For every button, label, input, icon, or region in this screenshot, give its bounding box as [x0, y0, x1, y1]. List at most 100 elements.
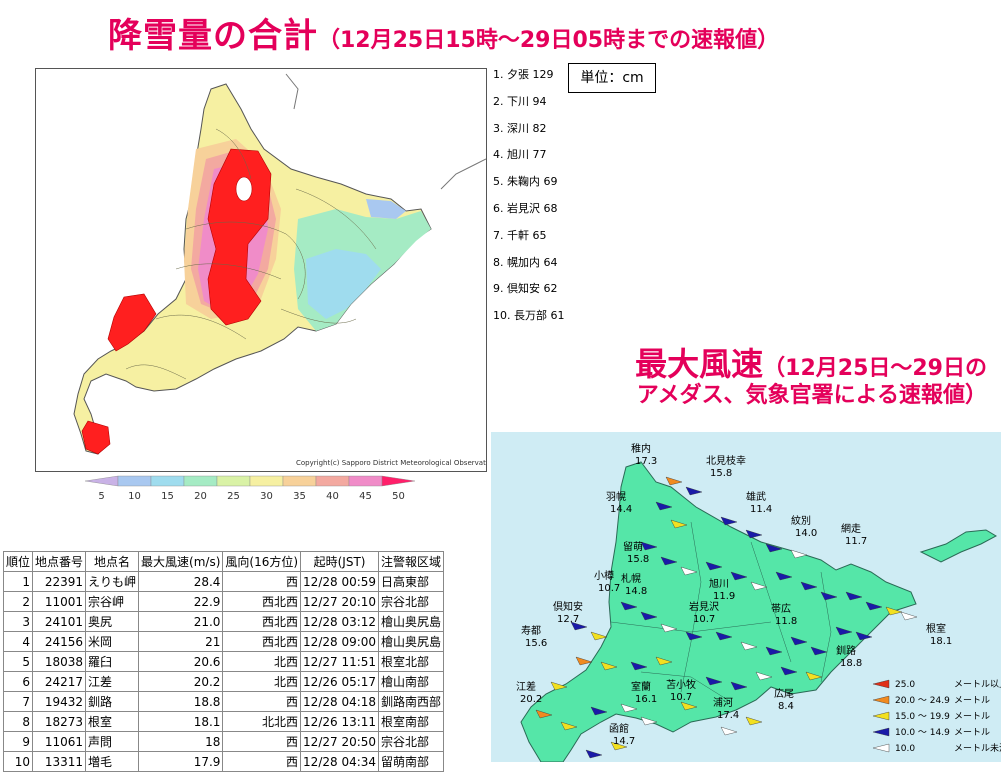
wind-legend-unit: メートル — [954, 728, 990, 738]
unit-label: 単位：cm — [568, 63, 656, 93]
wind-legend-swatch — [872, 695, 890, 705]
wind-station-value: 14.0 — [795, 528, 817, 539]
wind-table-cell: 宗谷岬 — [85, 591, 140, 612]
wind-arrow — [835, 626, 853, 636]
wind-arrow — [665, 476, 683, 486]
wind-arrow — [780, 666, 798, 676]
wind-table-cell: 12/28 04:18 — [300, 691, 380, 712]
wind-arrow — [855, 631, 873, 641]
wind-table-cell: 釧路 — [85, 691, 140, 712]
wind-table-cell: 根室南部 — [378, 711, 445, 732]
snow-rank-item: 6. 岩見沢 68 — [493, 200, 573, 227]
snow-rank-number: 7. — [493, 228, 507, 242]
wind-table-header-cell: 最大風速(m/s) — [138, 551, 224, 572]
wind-station-value: 10.7 — [670, 692, 692, 703]
snow-zone-5-10 — [366, 199, 406, 219]
snow-title-sub: （12月25日15時～29日05時までの速報値） — [318, 28, 780, 53]
wind-table-cell: 北西 — [222, 671, 302, 692]
wind-station-name: 稚内 — [631, 442, 651, 455]
wind-arrow — [865, 601, 883, 611]
wind-table-cell: 8 — [2, 711, 34, 732]
wind-table-cell: 20.2 — [138, 671, 224, 692]
wind-table-cell: 12/26 13:11 — [300, 711, 380, 732]
wind-station-value: 14.4 — [610, 504, 632, 515]
wind-station-value: 18.8 — [840, 658, 862, 669]
wind-arrow — [640, 611, 658, 621]
wind-arrow — [640, 716, 658, 726]
snow-rank-item: 3. 深川 82 — [493, 120, 573, 147]
colorbar-tick-label: 10 — [128, 491, 141, 502]
wind-arrow — [775, 571, 793, 581]
snow-rank-value: 77 — [529, 148, 547, 162]
snow-zone-50-south — [81, 420, 111, 455]
snow-rank-item: 5. 朱鞠内 69 — [493, 173, 573, 200]
wind-table-cell: 22391 — [32, 571, 87, 592]
wind-legend-unit: メートル — [954, 696, 990, 706]
wind-arrow — [590, 631, 608, 641]
wind-table-cell: 1 — [2, 571, 34, 592]
colorbar-tick-label: 30 — [260, 491, 273, 502]
wind-table-cell: 24217 — [32, 671, 87, 692]
wind-legend-unit: メートル以上 — [954, 679, 1001, 690]
snow-rank-value: 82 — [529, 121, 547, 135]
wind-table-cell: 米岡 — [85, 631, 140, 652]
snow-rank-value: 69 — [540, 175, 558, 189]
wind-station-name: 帯広 — [771, 602, 791, 615]
wind-table-cell: 北西 — [222, 651, 302, 672]
wind-table-cell: 18 — [138, 731, 224, 752]
wind-title-main: 最大風速 — [635, 345, 764, 383]
wind-table-cell: 奥尻 — [85, 611, 140, 632]
colorbar-tick-label: 25 — [227, 491, 240, 502]
wind-legend-swatch — [872, 743, 890, 753]
wind-station-value: 10.7 — [693, 614, 715, 625]
wind-legend-range: 15.0 ～ 19.9 — [895, 712, 950, 722]
wind-table-cell: 西 — [222, 571, 302, 592]
wind-arrow — [720, 726, 738, 736]
wind-station-value: 14.8 — [625, 586, 647, 597]
snow-rank-value: 129 — [529, 68, 554, 81]
wind-table-body: 1 22391 えりも岬 28.4 西 12/28 00:59 日高東部 2 11001 宗谷岬 2… — [2, 571, 445, 772]
snow-rank-value: 64 — [540, 255, 558, 269]
wind-table-cell: 21 — [138, 631, 224, 652]
wind-station-name: 札幌 — [621, 572, 641, 585]
wind-station-name: 寿都 — [521, 624, 541, 637]
snow-ranking-list: 1. 夕張 129 2. 下川 94 3. 深川 82 4. 旭川 77 5. 朱鞠内 … — [493, 66, 573, 334]
wind-table-cell: 4 — [2, 631, 34, 652]
wind-arrow — [660, 623, 678, 633]
wind-station-value: 15.8 — [710, 468, 732, 479]
wind-arrow — [560, 721, 578, 731]
wind-table-cell: 12/27 20:50 — [300, 731, 380, 752]
snowfall-map-svg: Copyright(c) Sapporo District Meteorolog… — [36, 69, 497, 471]
table-row: 5 18038 羅臼 20.6 北西 12/27 11:51 根室北部 — [2, 651, 445, 672]
snow-rank-name: 千軒 — [507, 228, 529, 242]
snow-rank-name: 倶知安 — [507, 282, 540, 296]
wind-hokkaido-land — [520, 461, 917, 763]
colorbar-tick-label: 50 — [392, 491, 405, 502]
wind-station-name: 雄武 — [746, 490, 766, 503]
wind-table-cell: 北北西 — [222, 711, 302, 732]
colorbar-tick-label: 15 — [161, 491, 174, 502]
wind-arrow — [685, 631, 703, 641]
wind-table-cell: えりも岬 — [85, 571, 140, 592]
wind-arrow — [790, 549, 808, 559]
snow-rank-value: 65 — [529, 228, 547, 242]
wind-station-value: 8.4 — [778, 701, 794, 712]
table-row: 1 22391 えりも岬 28.4 西 12/28 00:59 日高東部 — [2, 571, 445, 592]
wind-table-cell: 18038 — [32, 651, 87, 672]
wind-legend-swatch — [872, 727, 890, 737]
snow-rank-number: 1. — [493, 68, 507, 81]
wind-station-value: 15.6 — [525, 638, 547, 649]
wind-table-cell: 2 — [2, 591, 34, 612]
snow-rank-number: 5. — [493, 175, 507, 189]
wind-arrow — [680, 701, 698, 711]
snow-rank-number: 8. — [493, 255, 507, 269]
colorbar-tick-label: 20 — [194, 491, 207, 502]
colorbar-tick-label: 35 — [293, 491, 306, 502]
wind-station-name: 紋別 — [791, 514, 811, 527]
snow-rank-value: 61 — [547, 309, 565, 323]
wind-arrow — [790, 636, 808, 646]
wind-arrow — [715, 631, 733, 641]
wind-station-value: 18.1 — [930, 636, 952, 647]
wind-station-value: 14.7 — [613, 736, 635, 747]
wind-arrow — [585, 749, 603, 759]
